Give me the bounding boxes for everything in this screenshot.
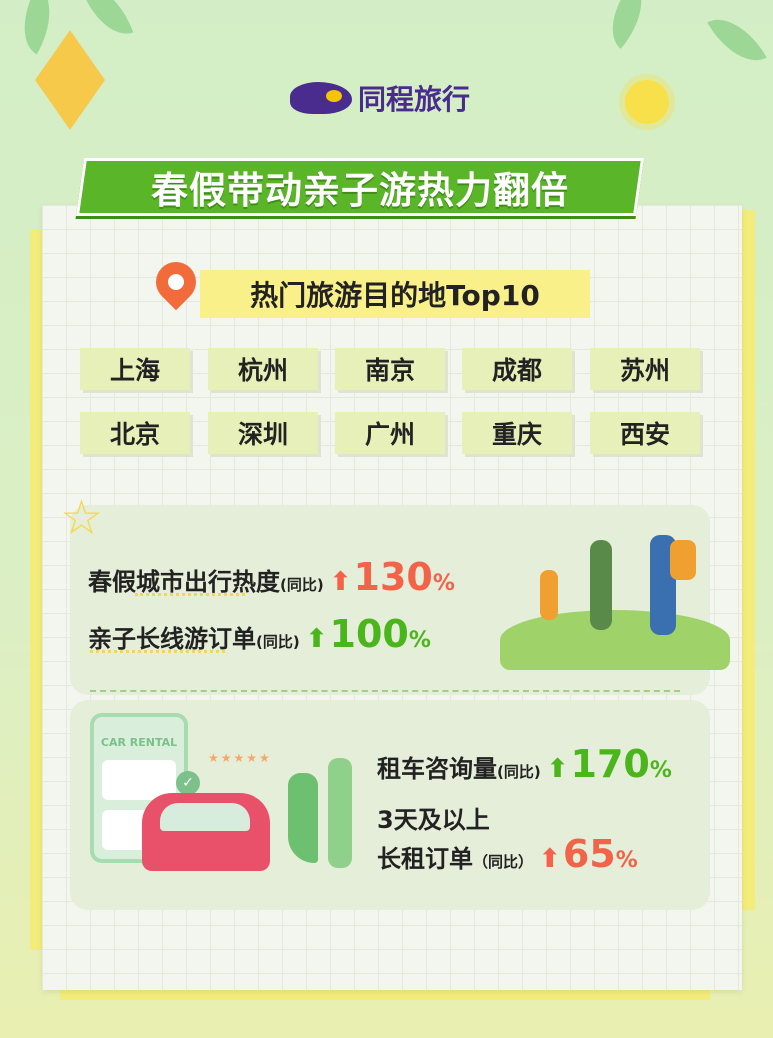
stat-long-rental-label: 3天及以上 bbox=[377, 806, 490, 834]
stat-car-rental-inquiries: 租车咨询量 (同比) ⬆ 170% bbox=[377, 742, 672, 786]
man-figure bbox=[328, 758, 352, 868]
sun-icon bbox=[625, 80, 669, 124]
leaf-decoration bbox=[594, 0, 660, 49]
woman-figure bbox=[288, 773, 318, 863]
section-subtitle: 热门旅游目的地Top10 bbox=[200, 270, 590, 318]
kite-icon bbox=[35, 30, 105, 130]
check-icon: ✓ bbox=[176, 771, 200, 795]
city-tag: 广州 bbox=[335, 412, 445, 454]
family-hiking-illustration bbox=[500, 530, 730, 670]
arrow-up-icon: ⬆ bbox=[539, 844, 561, 874]
leaf-decoration bbox=[80, 0, 134, 45]
city-tag: 上海 bbox=[80, 348, 190, 390]
city-tag: 南京 bbox=[335, 348, 445, 390]
underline-wave bbox=[90, 645, 225, 653]
star-icon: ☆ bbox=[60, 490, 104, 546]
page-title: 春假带动亲子游热力翻倍 bbox=[151, 169, 569, 212]
arrow-up-icon: ⬆ bbox=[329, 567, 352, 597]
arrow-up-icon: ⬆ bbox=[305, 624, 328, 654]
divider bbox=[90, 690, 680, 692]
city-tag: 西安 bbox=[590, 412, 700, 454]
stat-long-rental-orders: 长租订单 （同比） ⬆ 65% bbox=[377, 832, 638, 876]
leaf-decoration bbox=[707, 5, 767, 75]
stat-city-travel-heat: 春假城市出行热度 (同比) ⬆ 130% bbox=[88, 555, 455, 599]
city-tag: 杭州 bbox=[208, 348, 318, 390]
stat-family-long-trip: 亲子长线游订单 (同比) ⬆ 100% bbox=[88, 612, 431, 656]
underline-wave bbox=[135, 588, 245, 596]
title-banner: 春假带动亲子游热力翻倍 bbox=[75, 158, 645, 216]
city-tag: 深圳 bbox=[208, 412, 318, 454]
logo-text: 同程旅行 bbox=[358, 83, 471, 116]
city-tag: 成都 bbox=[462, 348, 572, 390]
city-tag: 苏州 bbox=[590, 348, 700, 390]
city-tag: 北京 bbox=[80, 412, 190, 454]
arrow-up-icon: ⬆ bbox=[546, 754, 569, 784]
stars-rating: ★★★★★ bbox=[208, 751, 272, 765]
brand-logo: 同程旅行 bbox=[290, 78, 470, 118]
city-tag: 重庆 bbox=[462, 412, 572, 454]
fish-logo-icon bbox=[290, 82, 352, 114]
car-rental-illustration: CAR RENTAL ★★★★★ ✓ bbox=[90, 713, 370, 878]
